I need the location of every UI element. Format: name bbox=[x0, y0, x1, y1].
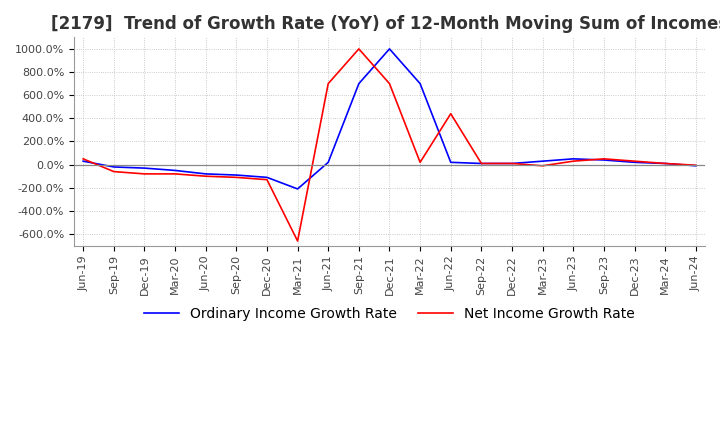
Ordinary Income Growth Rate bbox=[569, 156, 577, 161]
Ordinary Income Growth Rate bbox=[263, 175, 271, 180]
Net Income Growth Rate bbox=[293, 238, 302, 244]
Net Income Growth Rate bbox=[415, 160, 424, 165]
Ordinary Income Growth Rate bbox=[79, 158, 88, 164]
Ordinary Income Growth Rate bbox=[202, 171, 210, 176]
Net Income Growth Rate bbox=[232, 175, 240, 180]
Net Income Growth Rate bbox=[691, 162, 700, 168]
Net Income Growth Rate bbox=[539, 163, 547, 169]
Ordinary Income Growth Rate bbox=[630, 160, 639, 165]
Net Income Growth Rate bbox=[630, 158, 639, 164]
Line: Ordinary Income Growth Rate: Ordinary Income Growth Rate bbox=[84, 49, 696, 189]
Net Income Growth Rate bbox=[324, 81, 333, 86]
Title: [2179]  Trend of Growth Rate (YoY) of 12-Month Moving Sum of Incomes: [2179] Trend of Growth Rate (YoY) of 12-… bbox=[51, 15, 720, 33]
Net Income Growth Rate bbox=[354, 46, 363, 51]
Ordinary Income Growth Rate bbox=[354, 81, 363, 86]
Ordinary Income Growth Rate bbox=[232, 172, 240, 178]
Net Income Growth Rate bbox=[446, 111, 455, 116]
Net Income Growth Rate bbox=[385, 81, 394, 86]
Net Income Growth Rate bbox=[569, 158, 577, 164]
Net Income Growth Rate bbox=[477, 161, 486, 166]
Net Income Growth Rate bbox=[79, 156, 88, 161]
Ordinary Income Growth Rate bbox=[415, 81, 424, 86]
Net Income Growth Rate bbox=[661, 161, 670, 166]
Net Income Growth Rate bbox=[140, 171, 149, 176]
Ordinary Income Growth Rate bbox=[477, 161, 486, 166]
Ordinary Income Growth Rate bbox=[324, 160, 333, 165]
Ordinary Income Growth Rate bbox=[600, 158, 608, 163]
Ordinary Income Growth Rate bbox=[140, 165, 149, 171]
Net Income Growth Rate bbox=[202, 173, 210, 179]
Legend: Ordinary Income Growth Rate, Net Income Growth Rate: Ordinary Income Growth Rate, Net Income … bbox=[139, 301, 640, 326]
Ordinary Income Growth Rate bbox=[109, 164, 118, 169]
Ordinary Income Growth Rate bbox=[691, 163, 700, 169]
Net Income Growth Rate bbox=[109, 169, 118, 174]
Ordinary Income Growth Rate bbox=[508, 161, 516, 166]
Net Income Growth Rate bbox=[600, 156, 608, 161]
Ordinary Income Growth Rate bbox=[539, 158, 547, 164]
Ordinary Income Growth Rate bbox=[661, 161, 670, 166]
Net Income Growth Rate bbox=[508, 161, 516, 166]
Ordinary Income Growth Rate bbox=[171, 168, 179, 173]
Ordinary Income Growth Rate bbox=[385, 46, 394, 51]
Net Income Growth Rate bbox=[263, 177, 271, 182]
Ordinary Income Growth Rate bbox=[293, 186, 302, 191]
Net Income Growth Rate bbox=[171, 171, 179, 176]
Ordinary Income Growth Rate bbox=[446, 160, 455, 165]
Line: Net Income Growth Rate: Net Income Growth Rate bbox=[84, 49, 696, 241]
